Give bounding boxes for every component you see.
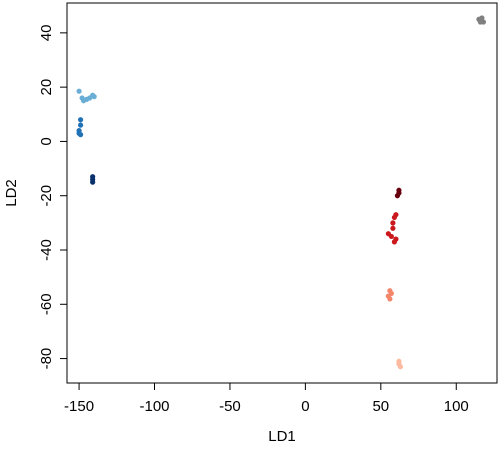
point: [77, 117, 84, 123]
point: [479, 15, 485, 21]
point: [77, 122, 84, 128]
x-tick-label: -100: [139, 398, 169, 415]
y-tick-label: -60: [38, 293, 55, 315]
point: [480, 19, 487, 25]
point: [387, 296, 393, 302]
x-tick-label: -50: [219, 398, 241, 415]
point: [390, 220, 396, 226]
plot-frame: [66, 2, 498, 384]
x-axis-label: LD1: [268, 428, 296, 445]
point: [391, 214, 398, 221]
point: [388, 233, 394, 240]
y-tick-label: -80: [38, 348, 55, 370]
point: [77, 132, 84, 138]
point: [397, 364, 404, 370]
y-tick-label: 20: [38, 79, 55, 96]
point: [390, 225, 396, 231]
x-tick-label: 100: [444, 398, 469, 415]
point: [391, 239, 398, 245]
x-tick-label: 0: [301, 398, 309, 415]
y-tick-label: 0: [38, 137, 55, 145]
x-tick-label: -150: [64, 398, 94, 415]
point: [90, 179, 96, 185]
point: [76, 88, 82, 94]
y-tick-label: -20: [38, 185, 55, 207]
x-tick-label: 50: [372, 398, 389, 415]
y-axis-label: LD2: [3, 179, 20, 207]
point: [91, 94, 97, 100]
point: [396, 190, 402, 196]
y-tick-label: 40: [38, 25, 55, 42]
y-tick-label: -40: [38, 239, 55, 261]
